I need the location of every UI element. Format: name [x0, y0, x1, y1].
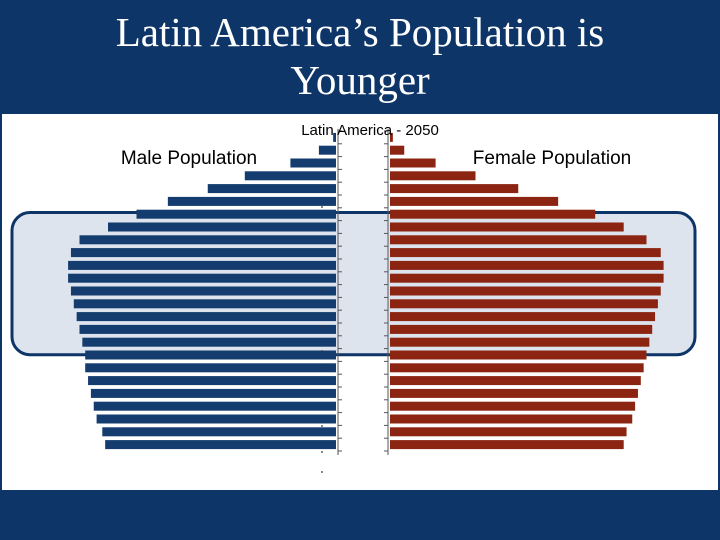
female-bar — [390, 145, 405, 155]
axis-dot — [321, 451, 323, 453]
male-bar — [244, 171, 336, 181]
male-bar — [167, 196, 336, 206]
female-bar — [390, 337, 650, 347]
male-bar — [82, 337, 336, 347]
female-bar — [390, 132, 393, 142]
chart-panel: Latin America - 2050 Male Population Fem… — [2, 114, 718, 490]
female-bar — [390, 286, 661, 296]
female-population-label: Female Population — [473, 148, 631, 169]
female-bar — [390, 363, 644, 373]
axis-dot — [321, 206, 323, 208]
axis-dot — [321, 471, 323, 473]
slide-title-line2: Younger — [290, 57, 430, 103]
female-bar — [390, 196, 559, 206]
male-bar — [207, 184, 336, 194]
male-bar — [73, 299, 337, 309]
population-pyramid-chart: Latin America - 2050 Male Population Fem… — [10, 122, 697, 473]
male-bar — [290, 158, 336, 168]
male-bar — [90, 388, 337, 398]
male-bar — [105, 440, 337, 450]
female-bar — [390, 171, 476, 181]
female-bar — [390, 235, 647, 245]
female-bar — [390, 273, 664, 283]
female-bar — [390, 376, 641, 386]
female-bar — [390, 350, 647, 360]
male-bar — [318, 145, 336, 155]
male-bar — [85, 363, 336, 373]
female-bar — [390, 427, 627, 437]
axis-dot — [321, 185, 323, 187]
male-bar — [85, 350, 336, 360]
male-bar — [68, 260, 336, 270]
axis-layer — [321, 128, 389, 473]
female-bar — [390, 248, 661, 258]
female-bar — [390, 184, 519, 194]
male-bar — [136, 209, 336, 219]
female-bar — [390, 209, 596, 219]
male-bar — [96, 414, 336, 424]
female-bar — [390, 299, 658, 309]
axis-dot — [321, 289, 323, 291]
chart-title: Latin America - 2050 — [301, 122, 439, 139]
female-bar — [390, 388, 638, 398]
male-bar — [93, 401, 336, 411]
female-bar — [390, 440, 624, 450]
male-bar — [108, 222, 336, 232]
axis-dot — [321, 367, 323, 369]
female-bar — [390, 158, 436, 168]
axis-dot — [321, 228, 323, 230]
male-bar — [70, 248, 336, 258]
female-bar — [390, 401, 636, 411]
female-bar — [390, 260, 664, 270]
female-bar — [390, 222, 624, 232]
male-bar — [333, 132, 336, 142]
female-bar — [390, 414, 633, 424]
axis-dot — [321, 326, 323, 328]
male-bar — [68, 273, 336, 283]
slide-title-line1: Latin America’s Population is — [115, 9, 605, 55]
bars-layer — [68, 132, 664, 450]
male-bar — [79, 324, 336, 334]
male-population-label: Male Population — [121, 148, 257, 169]
female-bar — [390, 324, 653, 334]
male-bar — [88, 376, 336, 386]
axis-dot — [321, 350, 323, 352]
axis-dot — [321, 425, 323, 427]
male-bar — [102, 427, 336, 437]
male-bar — [76, 312, 337, 322]
slide-title: Latin America’s Population is Younger — [0, 8, 720, 104]
male-bar — [79, 235, 336, 245]
male-bar — [70, 286, 336, 296]
female-bar — [390, 312, 656, 322]
